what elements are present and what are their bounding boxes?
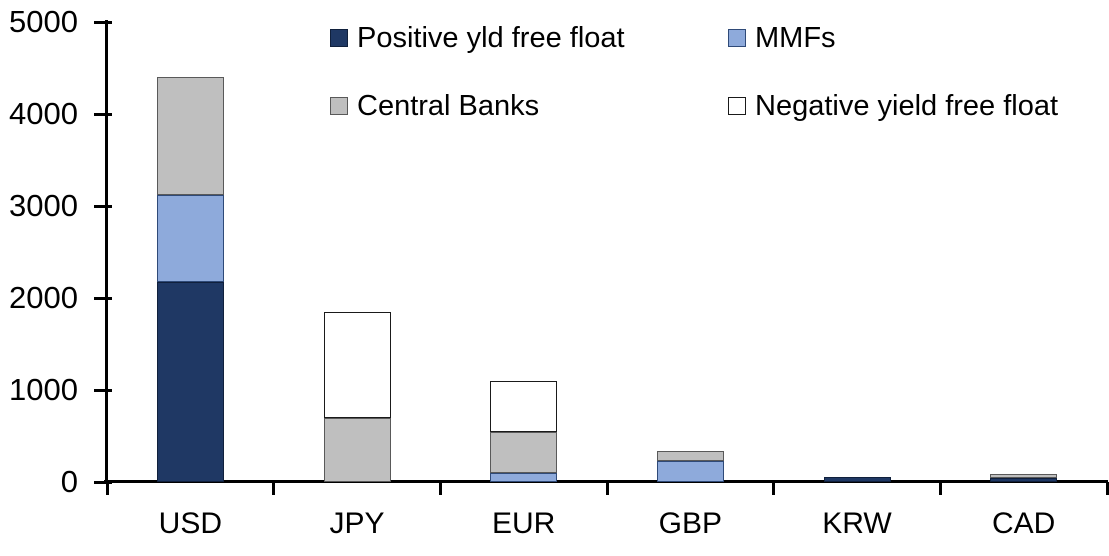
y-axis-tick-label: 4000: [9, 96, 78, 131]
legend-label-negative-yield-free-float: Negative yield free float: [755, 90, 1059, 122]
x-axis-tick: [772, 482, 776, 495]
legend-item-positive-yld-free-float: Positive yld free float: [330, 20, 625, 56]
y-axis-tick: [94, 112, 112, 116]
bar-segment-eur-central-banks: [490, 432, 558, 473]
legend-swatch-negative-yield-free-float: [728, 97, 746, 115]
x-axis-line: [104, 480, 1108, 483]
legend-label-mmfs: MMFs: [755, 22, 836, 54]
y-axis-tick-label: 0: [60, 464, 78, 499]
legend-label-positive-yld-free-float: Positive yld free float: [357, 22, 625, 54]
bar-segment-gbp-mmfs: [656, 460, 724, 482]
legend-label-central-banks: Central Banks: [357, 90, 540, 122]
legend-swatch-mmfs: [728, 29, 746, 47]
legend-swatch-positive-yld-free-float: [330, 29, 348, 47]
x-axis-tick: [438, 482, 442, 495]
bar-segment-usd-central-banks: [156, 77, 224, 195]
bar-segment-krw-positive-yld-free-float: [823, 477, 891, 482]
y-axis-tick: [94, 204, 112, 208]
x-axis-tick: [938, 482, 942, 495]
x-axis-tick: [605, 482, 609, 495]
legend-item-central-banks: Central Banks: [330, 88, 539, 124]
y-axis-tick-label: 5000: [9, 4, 78, 39]
legend-item-mmfs: MMFs: [728, 20, 836, 56]
legend-item-negative-yield-free-float: Negative yield free float: [728, 88, 1058, 124]
y-axis-tick-label: 1000: [9, 372, 78, 407]
category-label-eur: EUR: [491, 507, 556, 540]
category-label-usd: USD: [158, 507, 222, 540]
y-axis-tick: [94, 20, 112, 24]
y-axis-tick: [94, 296, 112, 300]
bar-segment-eur-negative-yield-free-float: [490, 380, 558, 433]
y-axis-tick-label: 3000: [9, 188, 78, 223]
category-label-jpy: JPY: [329, 507, 385, 540]
bar-segment-jpy-negative-yield-free-float: [323, 311, 391, 418]
y-axis-tick-label: 2000: [9, 280, 78, 315]
bar-segment-cad-central-banks: [990, 474, 1058, 478]
category-label-krw: KRW: [822, 507, 892, 540]
x-axis-tick: [272, 482, 276, 495]
x-axis-tick: [1105, 482, 1109, 495]
bar-segment-eur-mmfs: [490, 472, 558, 482]
y-axis-tick: [94, 480, 112, 484]
category-label-gbp: GBP: [658, 507, 722, 540]
category-label-cad: CAD: [991, 507, 1056, 540]
bar-segment-usd-positive-yld-free-float: [156, 282, 224, 482]
bar-segment-usd-mmfs: [156, 194, 224, 283]
x-axis-tick: [105, 482, 109, 495]
bar-segment-cad-positive-yld-free-float: [990, 477, 1058, 482]
bar-segment-gbp-central-banks: [656, 450, 724, 461]
y-axis-line: [105, 20, 108, 483]
bar-segment-jpy-central-banks: [323, 417, 391, 482]
legend-swatch-central-banks: [330, 97, 348, 115]
y-axis-tick: [94, 388, 112, 392]
